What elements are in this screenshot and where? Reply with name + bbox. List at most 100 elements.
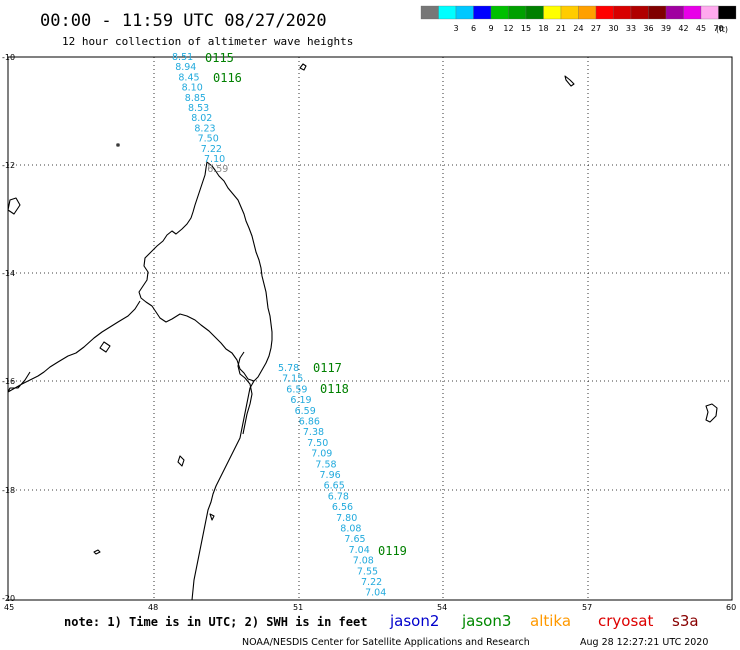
- wave-height-label: 6.86: [299, 417, 320, 428]
- coastline: [7, 63, 718, 601]
- island: [93, 549, 101, 555]
- island: [116, 143, 120, 147]
- map-frame: [7, 56, 733, 601]
- wave-height-label: 8.10: [182, 83, 203, 94]
- wave-height-label: 7.04: [349, 545, 370, 556]
- wave-height-label: 7.50: [198, 134, 219, 145]
- lat-label: -16: [2, 377, 15, 386]
- legend-label: 39: [661, 24, 671, 33]
- wave-height-label: 6.59: [286, 384, 307, 395]
- wave-height-label: 8.94: [175, 62, 196, 73]
- legend-swatch: [700, 5, 719, 20]
- legend-unit: (ft): [716, 25, 728, 34]
- wave-height-label: 7.22: [201, 144, 222, 155]
- timestamp-text: Aug 28 12:27:21 UTC 2020: [580, 637, 708, 648]
- legend-label: 6: [471, 24, 476, 33]
- island: [99, 341, 111, 353]
- longitude-labels: 45 48 51 54 57 60: [4, 603, 736, 612]
- legend-label: 9: [488, 24, 493, 33]
- legend-swatch: [578, 5, 597, 20]
- legend-label: 33: [626, 24, 636, 33]
- legend-swatch: [595, 5, 614, 20]
- island: [299, 63, 307, 71]
- legend-label: 42: [678, 24, 688, 33]
- island: [209, 513, 215, 521]
- lon-label: 54: [437, 603, 447, 612]
- legend-label: 30: [608, 24, 618, 33]
- wave-height-label: 6.59: [295, 406, 316, 417]
- madagascar-southwest-coast: [191, 380, 255, 601]
- madagascar-east-coast-south: [237, 351, 253, 435]
- africa-coast: [7, 300, 141, 393]
- wave-height-label: 8.51: [172, 52, 193, 63]
- credit-text: NOAA/NESDIS Center for Satellite Applica…: [242, 637, 530, 648]
- wave-height-label: 6.56: [332, 502, 353, 513]
- legend-label: 70: [713, 24, 723, 33]
- wave-height-label: 7.58: [315, 459, 336, 470]
- wave-height-label: 7.55: [357, 566, 378, 577]
- legend-label: 27: [591, 24, 601, 33]
- mission-label: s3a: [672, 612, 699, 630]
- pass-label: 0116: [213, 71, 242, 85]
- madagascar-east-coast: [206, 161, 273, 382]
- lon-label: 48: [148, 603, 158, 612]
- lat-label: -14: [2, 269, 15, 278]
- pass-label: 0118: [320, 382, 349, 396]
- color-legend: 3 6 9 12 15 18 21 24 27 30 33 36 39 42 45 70: [420, 5, 737, 33]
- legend-swatch: [648, 5, 667, 20]
- wave-height-label: 6.59: [207, 164, 228, 175]
- legend-label: 12: [503, 24, 513, 33]
- legend-swatch: [455, 5, 474, 20]
- wave-height-label: 7.38: [303, 427, 324, 438]
- legend-swatch: [560, 5, 579, 20]
- wave-height-label: 7.15: [282, 374, 303, 385]
- legend-swatch: [613, 5, 632, 20]
- wave-height-label: 7.65: [344, 534, 365, 545]
- latitude-labels: -10 -12 -14 -16 -18 -20: [2, 53, 15, 603]
- wave-height-label: 6.19: [290, 395, 311, 406]
- legend-swatch: [473, 5, 492, 20]
- pass-label: 0119: [378, 544, 407, 558]
- legend-swatch: [718, 5, 737, 20]
- altimeter-track: 8.518.948.458.108.858.538.028.237.507.22…: [172, 52, 228, 175]
- legend-label: 24: [573, 24, 583, 33]
- graticule: [8, 57, 732, 600]
- lat-label: -12: [2, 161, 15, 170]
- legend-swatch: [630, 5, 649, 20]
- wave-height-label: 7.10: [204, 154, 225, 165]
- legend-swatch: [665, 5, 684, 20]
- pass-label: 0115: [205, 51, 234, 65]
- altimeter-track: 5.787.156.596.196.596.867.387.507.097.58…: [278, 363, 386, 599]
- wave-height-label: 7.09: [311, 449, 332, 460]
- legend-swatch: [490, 5, 509, 20]
- wave-height-label: 8.53: [188, 103, 209, 114]
- pass-label: 0117: [313, 361, 342, 375]
- footer-note: note: 1) Time is in UTC; 2) SWH is in fe…: [64, 615, 367, 629]
- wave-height-label: 8.85: [185, 93, 206, 104]
- mission-label: cryosat: [598, 612, 653, 630]
- lat-label: -18: [2, 486, 15, 495]
- wave-height-label: 8.08: [340, 524, 361, 535]
- lat-label: -20: [2, 594, 15, 603]
- wave-height-label: 8.02: [191, 113, 212, 124]
- legend-label: 36: [643, 24, 653, 33]
- wave-height-label: 7.04: [365, 588, 386, 599]
- map-subtitle: 12 hour collection of altimeter wave hei…: [62, 35, 353, 48]
- mission-label: altika: [530, 612, 571, 630]
- island: [177, 455, 185, 467]
- legend-label: 18: [538, 24, 548, 33]
- legend-label: 45: [696, 24, 706, 33]
- legend-swatch: [543, 5, 562, 20]
- wave-height-label: 5.78: [278, 363, 299, 374]
- wave-height-label: 7.80: [336, 513, 357, 524]
- lat-label: -10: [2, 53, 15, 62]
- legend-swatch: [683, 5, 702, 20]
- lon-label: 45: [4, 603, 14, 612]
- map-title: 00:00 - 11:59 UTC 08/27/2020: [40, 11, 327, 31]
- legend-swatch: [438, 5, 457, 20]
- mission-label: jason3: [461, 612, 511, 630]
- wave-height-label: 8.23: [194, 123, 215, 134]
- mission-legend: jason2 jason3 altika cryosat s3a: [389, 612, 699, 630]
- legend-label: 21: [556, 24, 566, 33]
